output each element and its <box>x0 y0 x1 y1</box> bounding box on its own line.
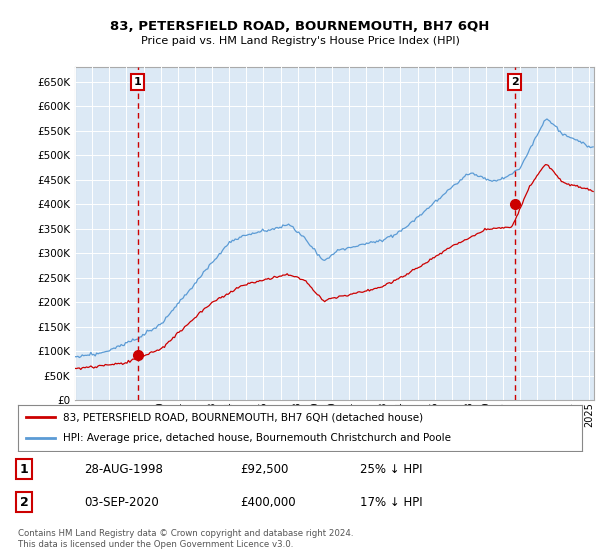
Text: 03-SEP-2020: 03-SEP-2020 <box>84 496 159 508</box>
Text: £400,000: £400,000 <box>240 496 296 508</box>
Text: 2: 2 <box>20 496 28 508</box>
Text: 2: 2 <box>511 77 518 87</box>
Text: £92,500: £92,500 <box>240 463 289 475</box>
Text: 1: 1 <box>134 77 142 87</box>
Text: 83, PETERSFIELD ROAD, BOURNEMOUTH, BH7 6QH: 83, PETERSFIELD ROAD, BOURNEMOUTH, BH7 6… <box>110 20 490 32</box>
Text: 17% ↓ HPI: 17% ↓ HPI <box>360 496 422 508</box>
Text: 28-AUG-1998: 28-AUG-1998 <box>84 463 163 475</box>
Text: 83, PETERSFIELD ROAD, BOURNEMOUTH, BH7 6QH (detached house): 83, PETERSFIELD ROAD, BOURNEMOUTH, BH7 6… <box>63 412 423 422</box>
Text: HPI: Average price, detached house, Bournemouth Christchurch and Poole: HPI: Average price, detached house, Bour… <box>63 433 451 444</box>
Text: 25% ↓ HPI: 25% ↓ HPI <box>360 463 422 475</box>
Text: 1: 1 <box>20 463 28 475</box>
Text: Contains HM Land Registry data © Crown copyright and database right 2024.
This d: Contains HM Land Registry data © Crown c… <box>18 529 353 549</box>
Text: Price paid vs. HM Land Registry's House Price Index (HPI): Price paid vs. HM Land Registry's House … <box>140 36 460 46</box>
